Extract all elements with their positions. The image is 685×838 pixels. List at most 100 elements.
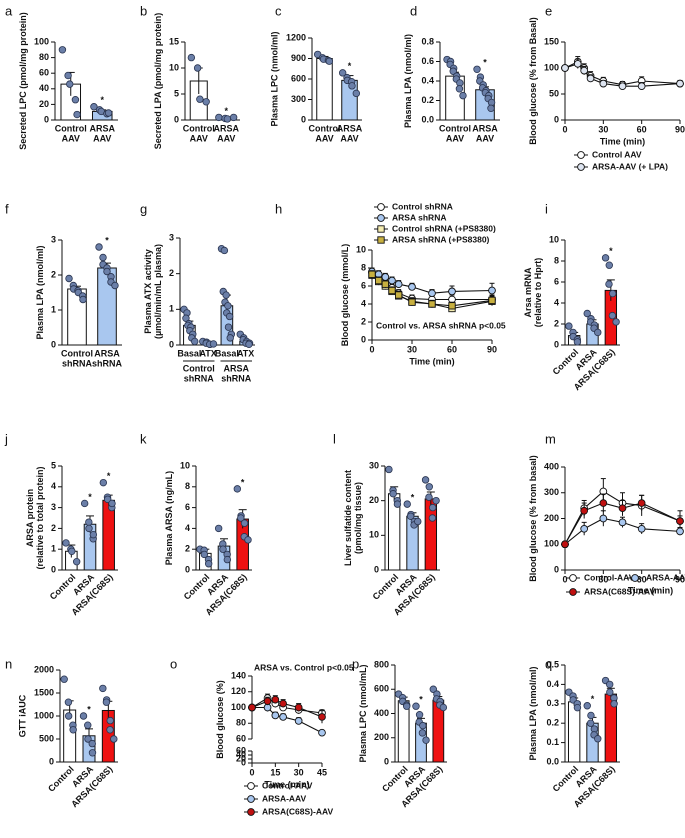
x-tick-label: ARSA <box>337 123 363 133</box>
data-point <box>325 57 334 65</box>
data-point <box>66 80 74 88</box>
x-tick-label: 0 <box>562 574 567 584</box>
y-tick-label: 150 <box>544 36 559 46</box>
x-tick-label: 60 <box>447 344 457 354</box>
x-tick-label: Control <box>61 348 93 358</box>
legend-label: Control AAV <box>592 149 642 159</box>
y-axis-label: Plasma LPC (nmol/ml) <box>270 31 280 126</box>
data-point <box>425 483 433 491</box>
legend-label: ARSA-AAV <box>646 572 685 582</box>
y-axis-label: Blood glucose (% from Basal) <box>528 17 538 145</box>
y-axis-label: Plasma LPA (nmol/ml) <box>35 245 45 339</box>
y-tick-label: 50 <box>549 88 559 98</box>
data-point <box>448 287 456 296</box>
x-tick-label: Control <box>55 123 87 133</box>
y-tick-label: 10 <box>369 530 379 540</box>
data-point <box>85 524 93 533</box>
x-tick-label: ARSA <box>94 348 120 358</box>
bar <box>397 700 410 763</box>
y-tick-label: 600 <box>374 684 389 694</box>
y-tick-label: 1200 <box>286 32 306 42</box>
y-tick-label: 1500 <box>34 687 54 697</box>
data-point <box>219 545 227 553</box>
data-point <box>395 291 403 299</box>
data-point <box>84 735 92 743</box>
y-axis-label: Plasma ARSA (ng/mL) <box>164 471 174 565</box>
y-tick-label: 8 <box>554 255 559 265</box>
data-point <box>561 64 569 72</box>
data-point <box>583 309 591 318</box>
legend-label: ARSA-AAV (+ LPA) <box>592 161 668 171</box>
y-tick-label: 0 <box>49 756 54 766</box>
data-point <box>224 323 233 331</box>
legend-marker <box>377 214 385 222</box>
data-point <box>88 749 97 757</box>
data-point <box>99 478 108 487</box>
y-tick-label: 0 <box>374 564 379 574</box>
data-point <box>605 280 613 288</box>
data-point <box>599 514 608 523</box>
panel-label: g <box>140 201 147 216</box>
y-axis-label: Secreted LPA (pmol/mg protein) <box>153 13 163 150</box>
data-point <box>487 104 495 112</box>
data-point <box>187 53 196 62</box>
x-tick-label: AAV <box>476 133 494 143</box>
y-tick-label: 800 <box>374 659 389 669</box>
data-point <box>106 716 114 725</box>
y-tick-label: 20 <box>39 99 49 109</box>
y-tick-label: 2 <box>185 544 190 554</box>
y-tick-label: 900 <box>291 53 306 63</box>
y-tick-label: 80 <box>39 52 49 62</box>
y-tick-label: 400 <box>544 461 559 471</box>
x-tick-label: 30 <box>407 344 417 354</box>
legend-label: ARSA(C68S)-AAV <box>584 586 655 596</box>
data-point <box>394 280 403 289</box>
x-tick-label: 30 <box>294 767 304 777</box>
y-axis-label: Liver sulfatide content <box>343 470 353 566</box>
data-point <box>62 539 70 547</box>
y-tick-label: 20 <box>236 753 246 763</box>
significance-star: * <box>609 246 613 256</box>
y-tick-label: 0 <box>384 756 389 766</box>
data-point <box>95 243 103 251</box>
panel-label: k <box>140 431 147 446</box>
y-tick-label: 4 <box>554 297 559 307</box>
data-point <box>202 98 210 106</box>
panel-label: j <box>4 431 8 446</box>
data-point <box>237 514 245 522</box>
data-point <box>80 499 89 508</box>
y-tick-label: 60 <box>236 733 246 743</box>
y-tick-label: 3 <box>51 234 56 244</box>
y-tick-label: 600 <box>291 73 306 83</box>
x-tick-label: AAV <box>190 133 208 143</box>
y-tick-label: 0.4 <box>421 75 434 85</box>
significance-star: * <box>591 694 595 704</box>
bar <box>316 58 333 121</box>
y-tick-label: 300 <box>544 487 559 497</box>
data-point <box>313 50 322 59</box>
y-tick-label: 40 <box>236 749 246 759</box>
y-tick-label: 0 <box>554 339 559 349</box>
x-tick-label: 60 <box>637 574 647 584</box>
panel-label: n <box>5 656 12 671</box>
y-tick-label: 2 <box>51 523 56 533</box>
y-axis-label: (relative to total protein) <box>35 466 45 569</box>
data-point <box>338 69 347 77</box>
data-point <box>79 295 87 304</box>
data-point <box>224 302 232 310</box>
data-point <box>209 340 218 348</box>
significance-star: * <box>100 95 104 105</box>
data-point <box>606 688 614 696</box>
legend-label: Control shRNA (+PS8380) <box>392 223 496 233</box>
y-tick-label: 4 <box>185 523 190 533</box>
legend-label: Control-AAV <box>584 572 635 582</box>
y-axis-label: Plasma LPA (nmol/ml) <box>528 666 538 760</box>
x-tick-label: shRNA <box>92 358 123 368</box>
data-point <box>580 66 589 75</box>
legend-label: Control-AAV <box>262 780 313 790</box>
data-point <box>58 46 67 54</box>
y-tick-label: 0.8 <box>421 36 434 46</box>
data-point <box>608 289 617 298</box>
data-point <box>104 109 113 117</box>
x-tick-label: 0 <box>369 344 374 354</box>
